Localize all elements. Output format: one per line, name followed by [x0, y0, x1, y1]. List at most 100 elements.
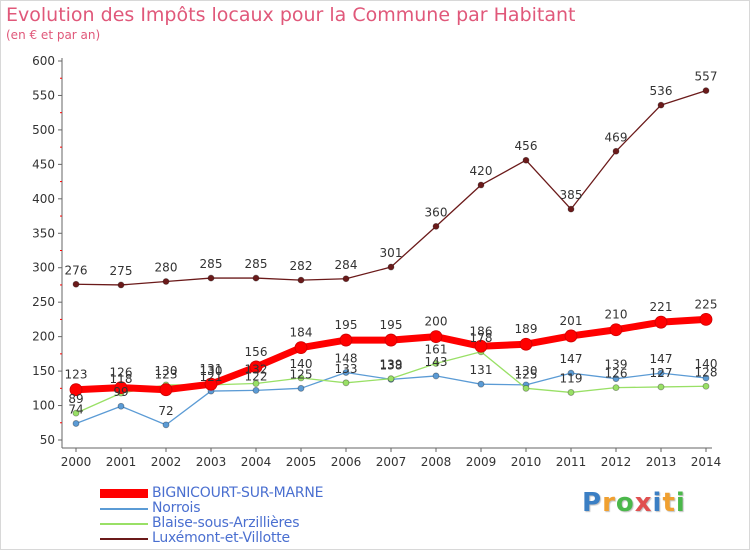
x-tick-label: 2003 — [196, 455, 227, 469]
data-label: 225 — [695, 297, 718, 311]
data-point — [519, 337, 533, 351]
chart-title: Evolution des Impôts locaux pour la Comm… — [6, 4, 576, 26]
y-tick-label: 100 — [32, 399, 55, 413]
logo-letter: o — [615, 488, 635, 518]
legend-label-blaise: Blaise-sous-Arzillières — [152, 515, 300, 531]
y-tick-label: 600 — [32, 54, 55, 68]
y-tick-label: 450 — [32, 157, 55, 171]
data-point — [567, 369, 575, 377]
data-point — [207, 274, 215, 282]
data-label: 456 — [515, 139, 538, 153]
data-label: 282 — [290, 259, 313, 273]
x-tick-label: 2012 — [601, 455, 632, 469]
data-point — [612, 147, 620, 155]
x-tick-label: 2013 — [646, 455, 677, 469]
x-tick-label: 2014 — [691, 455, 722, 469]
data-label: 131 — [470, 363, 493, 377]
legend-swatch-luxemont — [100, 538, 148, 540]
data-label: 130 — [515, 364, 538, 378]
data-point — [477, 380, 485, 388]
data-label: 133 — [335, 362, 358, 376]
logo-letter: t — [662, 488, 676, 518]
data-label: 89 — [68, 392, 83, 406]
data-point — [474, 339, 488, 353]
y-tick-label: 300 — [32, 261, 55, 275]
data-point — [162, 421, 170, 429]
x-tick-label: 2004 — [241, 455, 272, 469]
data-point — [702, 87, 710, 95]
x-tick-label: 2001 — [106, 455, 137, 469]
data-point — [432, 372, 440, 380]
x-tick-label: 2002 — [151, 455, 182, 469]
data-point — [702, 382, 710, 390]
data-label: 74 — [68, 402, 83, 416]
data-point — [612, 375, 620, 383]
data-point — [72, 280, 80, 288]
data-point — [297, 374, 305, 382]
y-tick-label: 150 — [32, 364, 55, 378]
data-label: 186 — [470, 324, 493, 338]
data-point — [429, 330, 443, 344]
data-point — [339, 333, 353, 347]
y-tick-label: 350 — [32, 226, 55, 240]
proxiti-logo: Proxiti — [582, 488, 686, 518]
y-tick-label: 500 — [32, 123, 55, 137]
data-label: 200 — [425, 315, 448, 329]
data-label: 195 — [380, 318, 403, 332]
y-tick-label: 250 — [32, 295, 55, 309]
y-tick-label: 200 — [32, 330, 55, 344]
data-point — [342, 275, 350, 283]
data-label: 139 — [380, 358, 403, 372]
data-point — [297, 384, 305, 392]
data-point — [114, 381, 128, 395]
x-tick-label: 2000 — [61, 455, 92, 469]
data-point — [477, 181, 485, 189]
data-label: 557 — [695, 70, 718, 84]
data-label: 139 — [605, 358, 628, 372]
legend-label-bignicourt: BIGNICOURT-SUR-MARNE — [152, 485, 324, 501]
data-point — [612, 384, 620, 392]
data-point — [432, 360, 440, 367]
logo-letter: r — [602, 488, 616, 518]
data-label: 99 — [113, 385, 128, 399]
x-tick-label: 2010 — [511, 455, 542, 469]
data-point — [252, 386, 260, 394]
x-tick-label: 2009 — [466, 455, 497, 469]
data-label: 123 — [65, 368, 88, 382]
data-point — [699, 313, 713, 326]
data-point — [294, 341, 308, 355]
data-point — [387, 263, 395, 271]
data-label: 140 — [290, 357, 313, 371]
data-label: 184 — [290, 326, 313, 340]
data-point — [69, 383, 83, 397]
data-label: 147 — [560, 352, 583, 366]
y-tick-label: 50 — [40, 433, 55, 447]
logo-letter: i — [675, 488, 686, 518]
data-label: 126 — [605, 367, 628, 381]
data-label: 125 — [290, 367, 313, 381]
x-tick-label: 2006 — [331, 455, 362, 469]
x-tick-label: 2005 — [286, 455, 317, 469]
data-label: 123 — [155, 368, 178, 382]
data-label: 420 — [470, 164, 493, 178]
data-label: 72 — [158, 404, 173, 418]
data-label: 122 — [245, 369, 268, 383]
data-label: 360 — [425, 205, 448, 219]
data-point — [252, 274, 260, 282]
data-point — [159, 383, 173, 397]
data-label: 147 — [650, 352, 673, 366]
data-point — [657, 369, 665, 377]
data-label: 148 — [335, 351, 358, 365]
data-label: 284 — [335, 258, 358, 272]
data-point — [249, 360, 263, 374]
data-label: 127 — [650, 366, 673, 380]
data-label: 143 — [425, 355, 448, 369]
legend-label-norrois: Norrois — [152, 500, 201, 516]
data-label: 132 — [245, 362, 268, 376]
data-point — [567, 389, 575, 396]
x-tick-label: 2007 — [376, 455, 407, 469]
data-point — [342, 379, 350, 387]
data-point — [657, 101, 665, 109]
data-label: 385 — [560, 188, 583, 202]
